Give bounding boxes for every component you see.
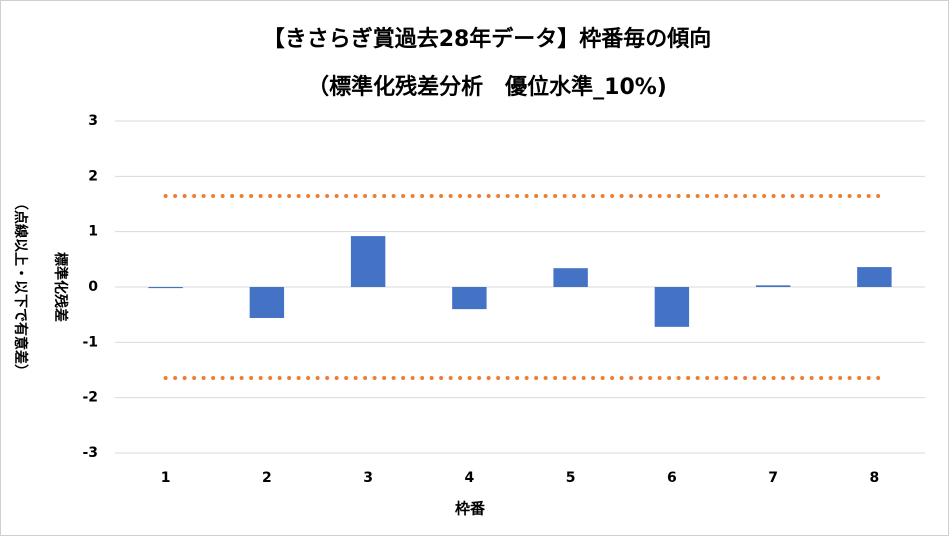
x-tick-label: 1	[161, 470, 171, 486]
x-tick-label: 6	[667, 470, 677, 486]
x-tick-label: 4	[465, 470, 475, 486]
x-axis-title: 枠番	[455, 500, 486, 518]
x-tick-label: 8	[870, 470, 880, 486]
y-tick-label: -2	[82, 390, 98, 406]
bar	[654, 287, 690, 327]
y-axis-title-line: （点線以上・以下で有意差）	[12, 196, 29, 378]
bar	[452, 287, 487, 310]
bar	[553, 268, 588, 287]
y-tick-label: 1	[88, 224, 98, 240]
bar	[148, 287, 183, 289]
bar	[755, 285, 791, 287]
y-tick-label: 2	[88, 168, 98, 184]
bar	[857, 267, 892, 287]
y-tick-label: 0	[88, 279, 98, 295]
y-axis-title-line: 標準化残差	[52, 252, 69, 322]
chart-title: 【きさらぎ賞過去28年データ】枠番毎の傾向	[263, 26, 712, 52]
x-tick-label: 3	[363, 470, 373, 486]
y-tick-label: 3	[88, 113, 98, 129]
x-tick-label: 7	[768, 470, 778, 486]
y-tick-label: -3	[82, 445, 98, 461]
x-tick-label: 5	[566, 470, 576, 486]
y-tick-label: -1	[82, 334, 98, 350]
y-axis-title: 標準化残差 （点線以上・以下で有意差）	[12, 196, 69, 378]
bar	[249, 287, 285, 318]
bar	[350, 236, 386, 287]
chart-subtitle: （標準化残差分析 優位水準_10%)	[307, 74, 667, 100]
x-tick-label: 2	[262, 470, 272, 486]
